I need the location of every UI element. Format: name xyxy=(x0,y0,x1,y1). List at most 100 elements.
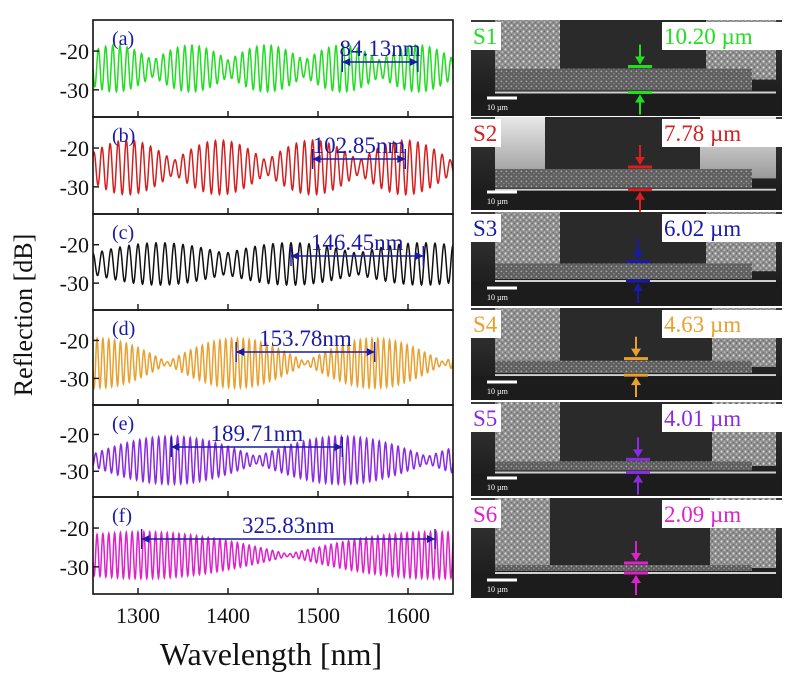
x-tick-label: 1500 xyxy=(296,603,340,628)
y-axis-label: Reflection [dB] xyxy=(9,234,38,396)
sample-id: S2 xyxy=(473,121,497,146)
panel-frame xyxy=(92,213,454,311)
thickness-arrowhead-up xyxy=(633,283,643,292)
y-tick-label: -20 xyxy=(60,328,89,353)
thickness-box xyxy=(662,119,782,147)
scale-bar-label: 10 µm xyxy=(487,293,509,302)
y-tick-label: -30 xyxy=(60,78,89,103)
y-tick-label: -20 xyxy=(60,233,89,258)
sample-id: S1 xyxy=(473,24,497,49)
thickness-arrowhead-up xyxy=(631,377,641,386)
x-tick-label: 1400 xyxy=(206,603,250,628)
thickness-arrowhead-down xyxy=(633,449,643,458)
sem-block-left xyxy=(495,498,550,568)
scale-bar-label: 10 µm xyxy=(487,585,509,594)
panel-letter: (d) xyxy=(112,318,135,340)
spectrum-line-2 xyxy=(92,138,454,197)
sample-id-box xyxy=(471,500,501,528)
y-tick-label: -30 xyxy=(60,366,89,391)
panel-letter: (c) xyxy=(112,222,134,244)
sem-block-left xyxy=(495,308,560,367)
scale-bar-label: 10 µm xyxy=(487,483,509,492)
sample-id-box xyxy=(471,214,501,242)
thickness-arrowhead-down xyxy=(631,553,641,561)
sample-id: S4 xyxy=(473,312,498,337)
spectrum-panel-2: -20 -30 (b) 102.85nm xyxy=(60,116,454,215)
sample-id-box xyxy=(471,22,501,50)
spectrum-line-4 xyxy=(92,335,454,391)
sample-id-box xyxy=(471,404,501,432)
thickness-box xyxy=(662,310,782,338)
spectrum-panel-5: -20 -30 (e) 189.71nm xyxy=(60,404,454,498)
thickness-arrowhead-down xyxy=(635,56,645,65)
x-axis-label: Wavelength [nm] xyxy=(160,636,382,672)
spectrum-line-3 xyxy=(92,241,454,287)
sem-substrate xyxy=(471,190,782,210)
panel-letter: (f) xyxy=(112,505,132,527)
x-tick-label: 1300 xyxy=(116,603,160,628)
fsr-value-label: 189.71nm xyxy=(210,421,303,446)
fsr-arrowhead-right xyxy=(409,58,418,66)
sem-images: S1 10.20 µm 10 µm S2 7.78 µm 10 µm S3 6.02 µm 10… xyxy=(471,20,782,598)
sample-id-box xyxy=(471,119,501,147)
fsr-arrowhead-right xyxy=(366,348,375,356)
thickness-arrowhead-up xyxy=(631,575,641,583)
y-tick-label: -30 xyxy=(60,459,89,484)
thickness-arrowhead-down xyxy=(631,348,641,357)
sem-substrate xyxy=(471,376,782,400)
thickness-value: 4.63 µm xyxy=(664,312,741,337)
fsr-arrowhead-left xyxy=(171,443,180,451)
fsr-arrowhead-right xyxy=(397,155,406,163)
thickness-box xyxy=(662,500,782,528)
panel-frame xyxy=(92,116,454,215)
fsr-value-label: 146.45nm xyxy=(311,230,404,255)
thickness-value: 10.20 µm xyxy=(664,24,753,49)
sample-id: S5 xyxy=(473,406,497,431)
sem-substrate xyxy=(471,574,782,598)
thickness-value: 7.78 µm xyxy=(664,121,741,146)
fsr-arrowhead-left xyxy=(342,58,351,66)
fsr-arrowhead-left xyxy=(236,348,245,356)
spectrum-panel-1: -20 -30 (a) 84.13nm xyxy=(60,19,454,118)
spectrum-panel-4: -20 -30 (d) 153.78nm xyxy=(60,309,454,406)
fsr-arrowhead-left xyxy=(141,535,150,543)
panel-frame xyxy=(92,496,454,595)
fsr-arrowhead-left xyxy=(291,252,299,260)
spectrum-panel-6: -20 -30 (f) 325.83nm xyxy=(60,496,454,595)
sem-image-1: S1 10.20 µm 10 µm xyxy=(471,20,782,116)
fsr-value-label: 84.13nm xyxy=(340,36,421,61)
y-tick-label: -30 xyxy=(60,555,89,580)
y-tick-label: -30 xyxy=(60,175,89,200)
sample-id-box xyxy=(471,310,501,338)
thickness-box xyxy=(662,214,782,242)
panel-letter: (e) xyxy=(112,413,134,435)
thickness-arrowhead-down xyxy=(633,251,643,260)
sem-film xyxy=(495,565,752,571)
y-tick-label: -20 xyxy=(60,136,89,161)
sample-id: S3 xyxy=(473,216,497,241)
sem-film xyxy=(495,168,752,188)
thickness-box xyxy=(662,22,782,50)
thickness-value: 6.02 µm xyxy=(664,216,741,241)
spectra-panels: -20 -30 (a) 84.13nm -20 -30 (b) 102.85nm -20 -30 (… xyxy=(60,19,454,628)
scale-bar-label: 10 µm xyxy=(487,387,509,396)
thickness-arrowhead-up xyxy=(635,191,645,200)
fsr-arrowhead-left xyxy=(312,155,321,163)
sem-film xyxy=(495,263,752,280)
sem-image-6: S6 2.09 µm 10 µm xyxy=(471,498,782,598)
thickness-value: 4.01 µm xyxy=(664,406,741,431)
y-tick-label: -20 xyxy=(60,39,89,64)
panel-letter: (b) xyxy=(112,125,135,147)
scale-bar-label: 10 µm xyxy=(487,197,509,206)
spectrum-line-5 xyxy=(92,434,454,487)
fsr-arrowhead-right xyxy=(334,443,343,451)
sem-film xyxy=(495,461,752,471)
y-tick-label: -20 xyxy=(60,422,89,447)
sem-image-2: S2 7.78 µm 10 µm xyxy=(471,117,782,212)
fsr-value-label: 325.83nm xyxy=(242,513,335,538)
thickness-arrowhead-up xyxy=(635,94,645,103)
sample-id: S6 xyxy=(473,502,497,527)
fsr-value-label: 153.78nm xyxy=(259,326,352,351)
fsr-value-label: 102.85nm xyxy=(313,133,406,158)
sem-film xyxy=(495,68,752,91)
